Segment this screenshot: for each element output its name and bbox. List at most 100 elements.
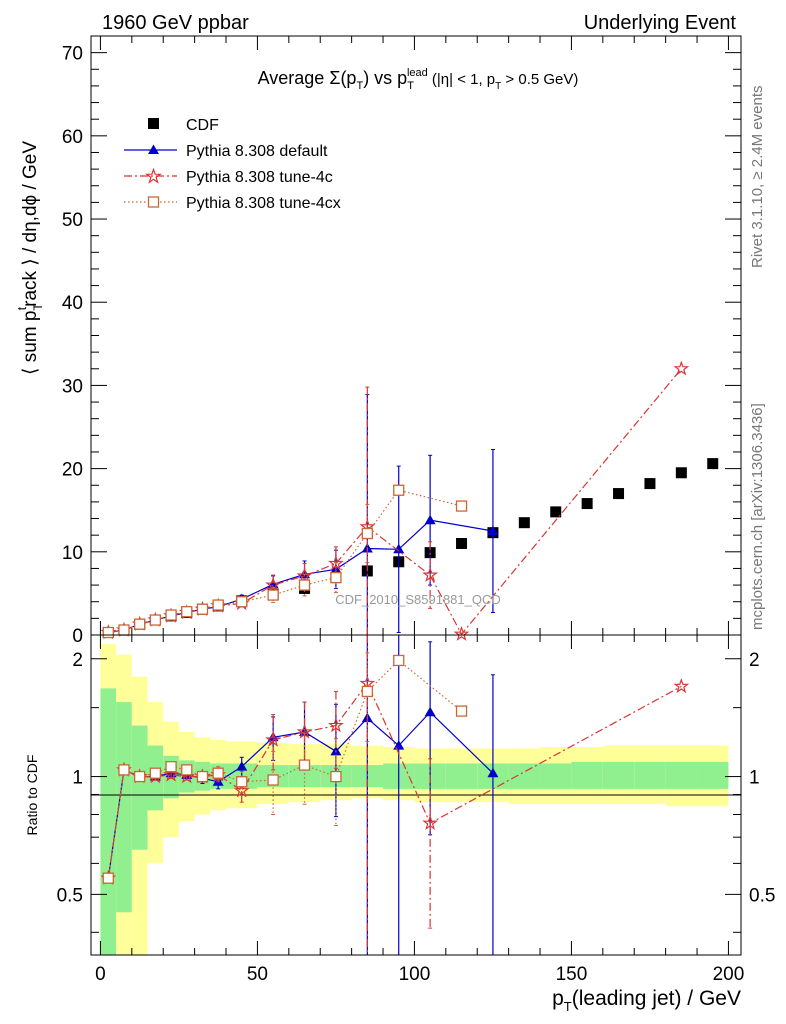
ratio-point-pythia-8-308-default (487, 767, 499, 778)
ratio-frame (90, 634, 742, 956)
x-tick-label: 200 (713, 964, 745, 985)
main-point-pythia-8-308-tune-4c (673, 360, 690, 376)
x-tick-label: 0 (95, 964, 106, 985)
main-y-tick-label: 60 (62, 127, 83, 148)
ratio-point-pythia-8-308-tune-4c (163, 766, 179, 782)
ratio-point-pythia-8-308-tune-4cx (330, 770, 342, 783)
main-point-cdf (707, 458, 719, 470)
ratio-point-pythia-8-308-tune-4cx (165, 761, 177, 773)
main-point-pythia-8-308-tune-4cx (149, 614, 162, 626)
main-point-pythia-8-308-default (393, 543, 405, 554)
main-point-pythia-8-308-tune-4c (328, 555, 344, 571)
ratio-point-pythia-8-308-tune-4cx (236, 776, 248, 788)
main-point-pythia-8-308-tune-4cx (165, 609, 177, 621)
main-series-pythia-8-308-tune-4cx (102, 484, 468, 639)
ratio-point-pythia-8-308-tune-4cx (267, 774, 279, 786)
ratio-band-green (131, 725, 148, 850)
legend-label-pythia-default: Pythia 8.308 default (186, 143, 328, 160)
x-tick-label: 100 (399, 964, 431, 985)
main-point-cdf (613, 488, 625, 500)
main-y-tick-label: 0 (72, 626, 83, 647)
ratio-point-pythia-8-308-tune-4cx (196, 770, 209, 783)
ratio-point-pythia-8-308-tune-4c (422, 814, 439, 830)
main-point-pythia-8-308-tune-4cx (455, 500, 468, 512)
main-title: Average Σ(pT) vs pTlead (|η| < 1, pT > 0… (258, 67, 579, 92)
legend-marker-pythia-tune-4c (145, 167, 162, 184)
main-y-tick-label: 10 (62, 543, 83, 564)
main-point-pythia-8-308-tune-4cx (330, 571, 342, 584)
ratio-point-pythia-8-308-tune-4c (673, 678, 690, 694)
x-tick-label: 150 (556, 964, 588, 985)
legend-marker-cdf (148, 118, 159, 129)
ratio-band-green (508, 763, 541, 789)
main-panel: 0 10 20 30 40 50 60 70 Average Σ(pT) vs pTlead … (15, 35, 742, 647)
main-point-pythia-8-308-tune-4cx (393, 484, 405, 496)
ratio-y-axis-label: Ratio to CDF (24, 755, 40, 836)
legend-entry-cdf: CDF (148, 117, 219, 134)
ratio-band-green (665, 761, 698, 789)
ratio-y-tick-label-left: 1 (72, 768, 83, 789)
legend: CDF Pythia 8.308 default Pythia 8.308 tu… (124, 117, 341, 212)
main-point-pythia-8-308-tune-4c (453, 625, 470, 641)
ratio-point-pythia-8-308-tune-4c (328, 717, 344, 733)
ratio-band-green (100, 688, 117, 955)
main-point-pythia-8-308-tune-4cx (361, 527, 373, 540)
main-y-axis-label: ⟨ sum pTtrack ⟩ / dη,dϕ / GeV (15, 141, 45, 375)
legend-label-pythia-tune-4cx: Pythia 8.308 tune-4cx (186, 195, 341, 212)
main-point-cdf (550, 506, 562, 518)
legend-entry-pythia-tune-4c: Pythia 8.308 tune-4c (124, 167, 333, 186)
main-y-tick-label: 50 (62, 210, 83, 231)
ratio-point-pythia-8-308-tune-4c (233, 782, 250, 798)
x-axis: 0 50 100 150 200 (95, 635, 744, 985)
main-x-ticks (99, 36, 729, 635)
ratio-band-green (697, 761, 729, 789)
main-point-pythia-8-308-default (424, 514, 436, 525)
main-point-pythia-8-308-tune-4cx (298, 579, 311, 591)
legend-label-pythia-tune-4c: Pythia 8.308 tune-4c (186, 169, 333, 186)
ratio-point-pythia-8-308-tune-4cx (102, 872, 114, 884)
ratio-y-tick-label-left: 2 (72, 650, 83, 671)
main-point-pythia-8-308-tune-4cx (102, 626, 114, 639)
x-axis-label: pT(leading jet) / GeV (552, 987, 741, 1014)
ratio-band-green (634, 761, 666, 789)
main-series-layer (100, 360, 719, 641)
ratio-y-tick-label-right: 0.5 (749, 885, 775, 906)
legend-entry-pythia-tune-4cx: Pythia 8.308 tune-4cx (124, 195, 341, 212)
main-point-pythia-8-308-tune-4cx (212, 599, 224, 611)
ratio-point-pythia-8-308-tune-4cx (393, 654, 405, 667)
main-y-tick-label: 70 (62, 44, 83, 65)
mcplots-label: mcplots.cern.ch [arXiv:1306.3436] (749, 403, 766, 630)
ratio-point-pythia-8-308-tune-4cx (118, 764, 130, 776)
main-y-tick-label: 20 (62, 460, 83, 481)
ratio-y-axis: 0.5 0.5 1 1 2 2 (57, 650, 775, 933)
ratio-point-pythia-8-308-tune-4cx (455, 705, 468, 717)
ratio-point-pythia-8-308-tune-4cx (134, 770, 146, 783)
main-y-tick-label: 30 (62, 376, 83, 397)
ratio-series-layer (100, 634, 690, 956)
legend-marker-pythia-tune-4cx (147, 196, 160, 208)
main-point-pythia-8-308-tune-4cx (267, 589, 279, 601)
main-point-cdf (581, 498, 593, 510)
ratio-band-green (571, 761, 603, 789)
header-energy: 1960 GeV ppbar (102, 12, 249, 34)
ratio-band-green (445, 763, 478, 789)
ratio-panel: 0.5 0.5 1 1 2 2 0 50 100 150 200 Ratio to CDF pT(… (24, 634, 775, 1014)
ratio-point-pythia-8-308-tune-4c (265, 731, 282, 747)
ratio-series-pythia-8-308-tune-4cx (102, 652, 468, 884)
main-point-cdf (518, 517, 530, 529)
ratio-y-tick-label-right: 2 (749, 650, 760, 671)
ratio-point-pythia-8-308-tune-4cx (149, 767, 162, 779)
legend-entry-pythia-default: Pythia 8.308 default (124, 143, 328, 160)
ratio-point-pythia-8-308-default (236, 761, 248, 771)
main-point-pythia-8-308-tune-4cx (196, 603, 209, 615)
main-y-tick-label: 40 (62, 293, 83, 314)
ratio-band-green (288, 765, 321, 788)
ratio-point-pythia-8-308-default (424, 706, 436, 717)
ratio-band-green (602, 761, 635, 789)
main-point-pythia-8-308-default (487, 525, 499, 536)
ratio-point-pythia-8-308-tune-4cx (181, 764, 193, 776)
ratio-band-green (116, 702, 132, 913)
ratio-y-tick-label-right: 1 (749, 768, 760, 789)
ratio-point-pythia-8-308-tune-4cx (361, 685, 373, 698)
